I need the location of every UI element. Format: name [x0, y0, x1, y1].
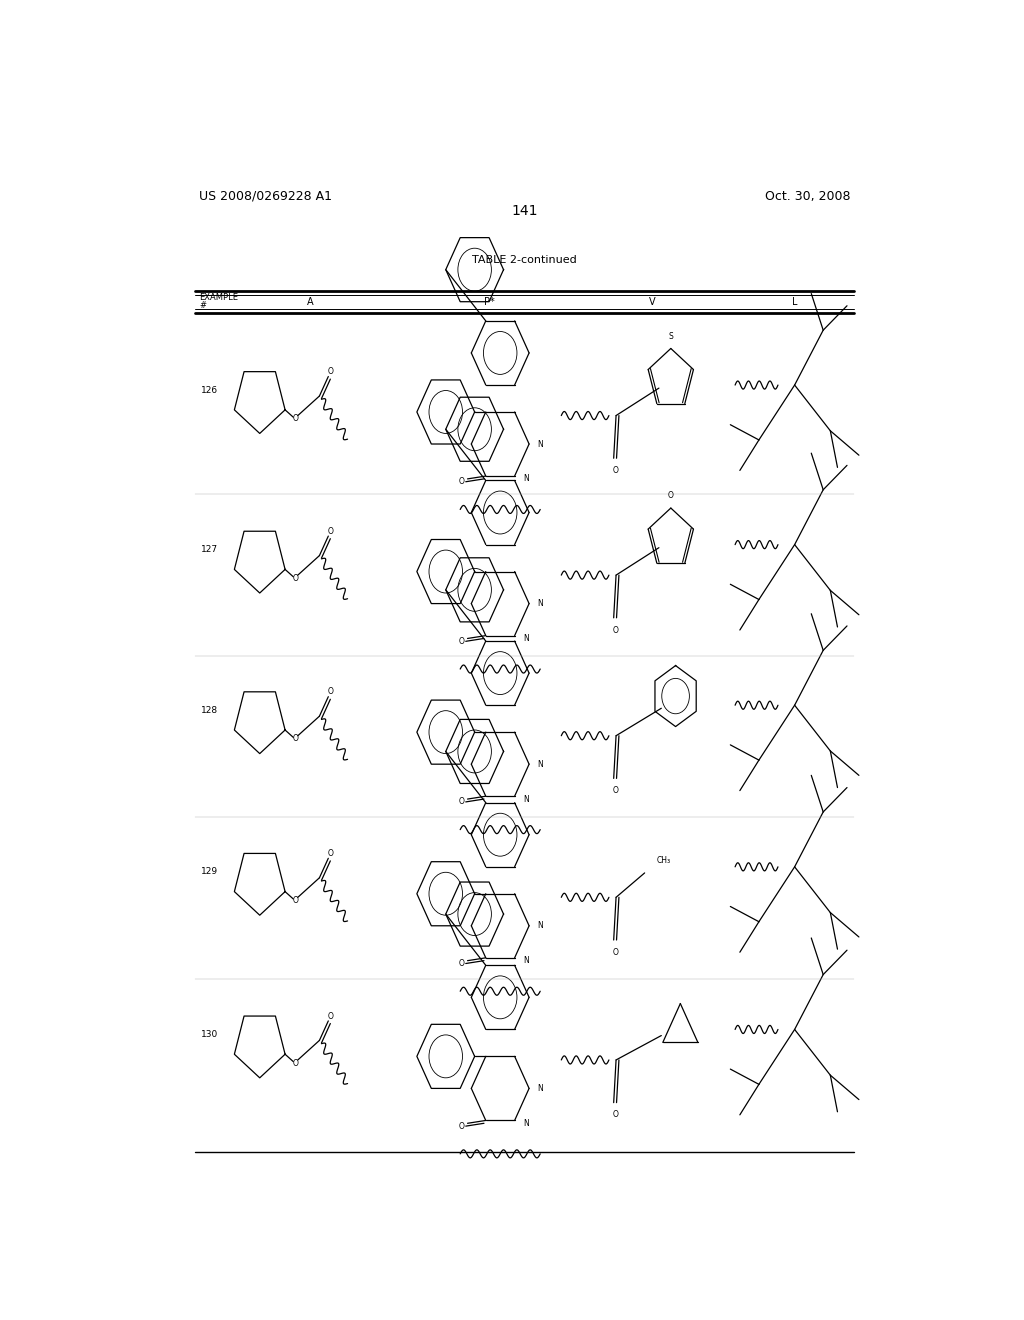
Text: O: O: [612, 626, 618, 635]
Text: O: O: [293, 574, 298, 583]
Text: N: N: [538, 921, 543, 931]
Text: TABLE 2-continued: TABLE 2-continued: [472, 255, 578, 265]
Text: N: N: [538, 599, 543, 609]
Text: O: O: [459, 478, 464, 486]
Text: P*: P*: [483, 297, 495, 306]
Text: CH₃: CH₃: [656, 857, 671, 865]
Text: 141: 141: [512, 205, 538, 218]
Text: O: O: [612, 466, 618, 475]
Text: O: O: [328, 527, 334, 536]
Text: O: O: [612, 1110, 618, 1119]
Text: O: O: [328, 688, 334, 697]
Text: 126: 126: [201, 385, 218, 395]
Text: S: S: [669, 331, 673, 341]
Text: O: O: [612, 948, 618, 957]
Text: Oct. 30, 2008: Oct. 30, 2008: [765, 190, 850, 202]
Text: O: O: [459, 1122, 464, 1131]
Text: O: O: [293, 734, 298, 743]
Text: O: O: [459, 960, 464, 968]
Text: N: N: [538, 760, 543, 768]
Text: 130: 130: [201, 1030, 218, 1039]
Text: V: V: [648, 297, 655, 306]
Text: O: O: [668, 491, 674, 500]
Text: N: N: [523, 956, 528, 965]
Text: N: N: [523, 795, 528, 804]
Text: 127: 127: [201, 545, 218, 554]
Text: O: O: [459, 636, 464, 645]
Text: 129: 129: [201, 867, 218, 876]
Text: N: N: [523, 1119, 528, 1127]
Text: N: N: [538, 440, 543, 449]
Text: O: O: [293, 1059, 298, 1068]
Text: O: O: [293, 414, 298, 424]
Text: A: A: [307, 297, 313, 306]
Text: N: N: [538, 1084, 543, 1093]
Text: O: O: [328, 367, 334, 376]
Text: L: L: [792, 297, 798, 306]
Text: O: O: [293, 896, 298, 906]
Text: #: #: [200, 301, 207, 310]
Text: N: N: [523, 634, 528, 643]
Text: O: O: [328, 1011, 334, 1020]
Text: EXAMPLE: EXAMPLE: [200, 293, 239, 302]
Text: O: O: [328, 849, 334, 858]
Text: O: O: [612, 787, 618, 795]
Text: 128: 128: [201, 706, 218, 715]
Text: N: N: [523, 474, 528, 483]
Text: US 2008/0269228 A1: US 2008/0269228 A1: [200, 190, 333, 202]
Text: O: O: [459, 797, 464, 807]
